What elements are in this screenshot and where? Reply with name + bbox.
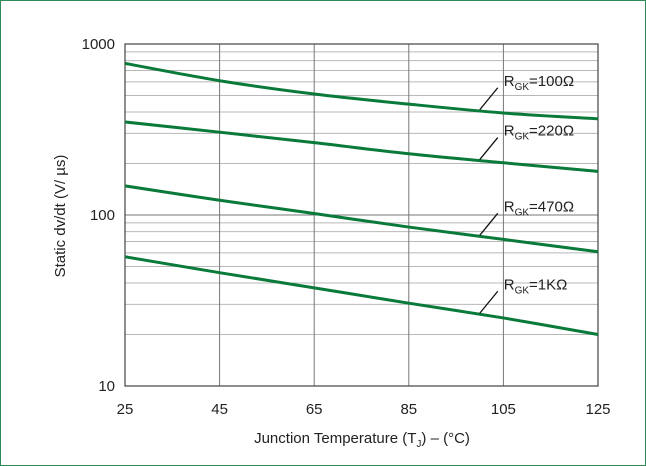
series-label-main: R <box>504 276 515 293</box>
y-axis-label: Static dv/dt (V/ µs) <box>52 155 69 278</box>
series-label: RGK=1KΩ <box>504 276 568 296</box>
x-axis-label-main: Junction Temperature (T <box>254 430 416 447</box>
x-tick-label: 45 <box>211 401 228 418</box>
series-label-tail: =1KΩ <box>529 276 567 293</box>
series-label: RGK=220Ω <box>504 123 574 143</box>
x-tick-label: 65 <box>306 401 323 418</box>
series-label-sub: GK <box>515 132 530 143</box>
series-label-sub: GK <box>515 207 530 218</box>
series-label-main: R <box>504 73 515 90</box>
plot-area-border <box>124 43 599 387</box>
series-leader-line <box>479 212 499 236</box>
tick-labels: 25 45 65 85 105 125 10 100 1000 <box>82 36 611 418</box>
series-line <box>124 61 599 121</box>
series-label-main: R <box>504 198 515 215</box>
x-tick-label: 85 <box>400 401 417 418</box>
series-label: RGK=100Ω <box>504 73 574 93</box>
series-label-tail: =470Ω <box>529 198 574 215</box>
series-leader-line <box>479 137 499 160</box>
series-line <box>124 184 599 254</box>
series-label-sub: GK <box>515 82 530 93</box>
x-tick-label: 105 <box>491 401 516 418</box>
series-leader-line <box>479 290 499 314</box>
series-label-main: R <box>504 123 515 140</box>
series-lines <box>124 61 599 337</box>
x-axis-label: Junction Temperature (TJ) – (°C) <box>254 430 470 450</box>
x-tick-label: 25 <box>117 401 134 418</box>
series-label-tail: =220Ω <box>529 123 574 140</box>
series-leader-line <box>479 87 499 111</box>
series-line <box>124 120 599 173</box>
series-line <box>124 255 599 337</box>
x-axis-label-sub: J <box>416 439 421 450</box>
x-tick-label: 125 <box>585 401 610 418</box>
series-label-tail: =100Ω <box>529 73 574 90</box>
y-tick-label: 1000 <box>82 36 115 53</box>
series-label: RGK=470Ω <box>504 198 574 218</box>
x-axis-label-tail: ) – (°C) <box>421 430 470 447</box>
y-tick-label: 10 <box>98 378 115 395</box>
series-label-sub: GK <box>515 285 530 296</box>
y-tick-label: 100 <box>90 207 115 224</box>
